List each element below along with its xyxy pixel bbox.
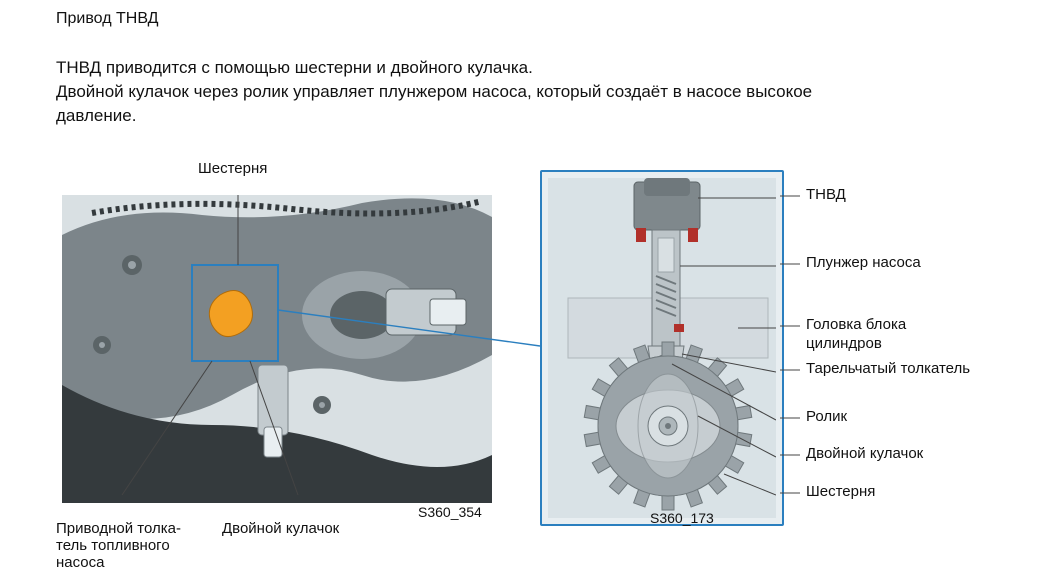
label-head-block-l2: цилиндров: [806, 335, 882, 352]
right-figure-svg: [548, 178, 776, 518]
right-figure-code: S360_173: [650, 510, 714, 526]
label-drive-tappet-l1: Приводной толка-: [56, 520, 181, 537]
label-tnvd: ТНВД: [806, 186, 846, 203]
left-figure-svg: [62, 195, 492, 503]
label-gear-top: Шестерня: [198, 160, 267, 177]
left-figure-code: S360_354: [418, 504, 482, 520]
para-line-3: давление.: [56, 106, 136, 125]
gear-icon: [584, 342, 752, 510]
label-plunger: Плунжер насоса: [806, 254, 921, 271]
body-paragraph: ТНВД приводится с помощью шестерни и дво…: [56, 56, 812, 127]
label-roller: Ролик: [806, 408, 847, 425]
section-title: Привод ТНВД: [56, 10, 158, 28]
para-line-2: Двойной кулачок через ролик управляет пл…: [56, 82, 812, 101]
right-panel: [540, 170, 784, 526]
label-double-cam-left: Двойной кулачок: [222, 520, 339, 537]
label-double-cam: Двойной кулачок: [806, 445, 923, 462]
label-head-block-l1: Головка блока: [806, 316, 906, 333]
label-tappet: Тарельчатый толкатель: [806, 360, 970, 377]
label-gear: Шестерня: [806, 483, 875, 500]
label-drive-tappet-l2: тель топливного: [56, 537, 170, 554]
label-head-block: Головка блока цилиндров: [806, 316, 906, 354]
page: Привод ТНВД ТНВД приводится с помощью ше…: [0, 0, 1041, 587]
right-panel-inner: [548, 178, 776, 518]
left-figure: [62, 195, 492, 503]
label-drive-tappet-l3: насоса: [56, 554, 104, 571]
label-drive-tappet: Приводной толка- тель топливного насоса: [56, 520, 181, 571]
para-line-1: ТНВД приводится с помощью шестерни и дво…: [56, 58, 533, 77]
